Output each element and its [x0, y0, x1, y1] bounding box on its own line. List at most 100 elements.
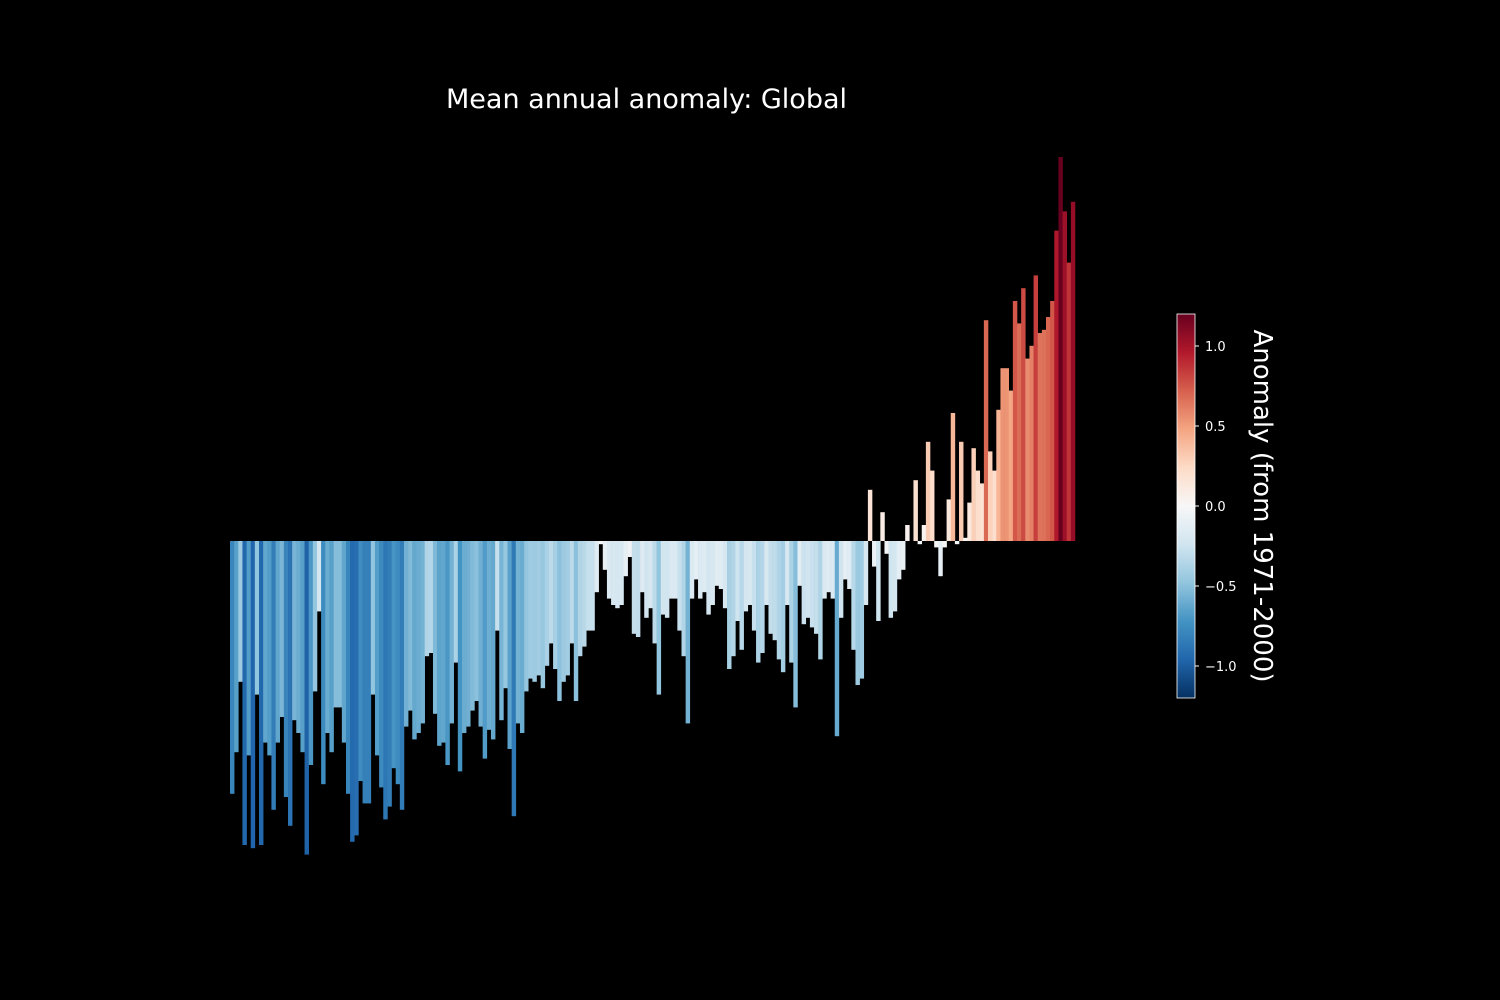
anomaly-bar	[888, 541, 894, 618]
anomaly-bar	[876, 541, 881, 621]
anomaly-bar	[499, 541, 504, 721]
anomaly-bar	[470, 541, 475, 711]
anomaly-bar	[569, 541, 575, 644]
anomaly-bar	[838, 541, 844, 618]
anomaly-bar	[337, 541, 343, 708]
anomaly-bar	[540, 541, 546, 689]
anomaly-bar	[515, 541, 521, 724]
anomaly-bar	[325, 541, 330, 733]
anomaly-bar	[747, 541, 753, 605]
anomaly-bar	[350, 541, 355, 842]
colorbar-tick-label: 0.5	[1205, 420, 1226, 435]
anomaly-bar	[913, 480, 918, 541]
anomaly-bar	[379, 541, 384, 788]
anomaly-bar	[656, 541, 662, 695]
anomaly-bar	[884, 541, 889, 554]
anomaly-bar	[358, 541, 363, 781]
anomaly-bar	[660, 541, 666, 615]
anomaly-bar	[1000, 368, 1005, 541]
anomaly-bar	[345, 541, 351, 794]
anomaly-bar	[896, 541, 902, 580]
anomaly-bar	[739, 541, 744, 650]
anomaly-bar	[764, 541, 769, 605]
anomaly-bar	[954, 541, 960, 545]
anomaly-bar	[1025, 358, 1030, 541]
anomaly-bar	[934, 541, 939, 548]
anomaly-bar	[259, 541, 264, 845]
anomaly-bar	[623, 541, 628, 577]
anomaly-bar	[387, 541, 392, 807]
anomaly-bar	[296, 541, 301, 733]
anomaly-bar	[731, 541, 736, 657]
anomaly-bar	[321, 541, 326, 785]
anomaly-bar	[1037, 333, 1043, 541]
anomaly-bar	[561, 541, 566, 682]
anomaly-bar	[577, 541, 583, 657]
anomaly-bar	[652, 541, 657, 644]
anomaly-bar	[693, 541, 699, 580]
anomaly-bar	[698, 541, 703, 599]
anomaly-bar	[408, 541, 413, 711]
anomaly-bar	[524, 541, 529, 692]
anomaly-bar	[437, 541, 442, 746]
anomaly-bar	[685, 541, 691, 724]
anomaly-bar	[925, 441, 931, 541]
anomaly-bar	[263, 541, 268, 743]
colorbar-label: Anomaly (from 1971-2000)	[1247, 329, 1277, 683]
anomaly-bar	[329, 541, 334, 753]
anomaly-bar	[1058, 157, 1063, 541]
anomaly-bar	[511, 541, 517, 817]
anomaly-bar	[1012, 301, 1018, 541]
chart-title: Mean annual anomaly: Global	[446, 84, 848, 115]
anomaly-bar	[627, 541, 633, 557]
anomaly-bar	[602, 541, 608, 570]
anomaly-bar	[370, 541, 376, 695]
anomaly-bar	[553, 541, 558, 669]
anomaly-bar	[1029, 345, 1034, 541]
anomaly-bar	[855, 541, 860, 685]
anomaly-bar	[1041, 329, 1047, 541]
anomaly-bar	[478, 541, 483, 727]
anomaly-bar	[383, 541, 388, 820]
anomaly-bar	[843, 541, 848, 580]
anomaly-bar	[582, 541, 587, 647]
anomaly-bar	[905, 525, 910, 541]
anomaly-bar	[412, 541, 417, 740]
colorbar-ticks: 1.0 0.5 0.0 −0.5 −1.0	[1195, 340, 1237, 675]
anomaly-bar	[809, 541, 815, 628]
anomaly-bar	[287, 541, 293, 826]
anomaly-bar	[996, 409, 1001, 541]
anomaly-bar	[1050, 301, 1055, 541]
anomaly-bar	[399, 541, 405, 810]
anomaly-bar	[611, 541, 616, 605]
anomaly-bar	[1033, 275, 1039, 541]
anomaly-bar	[975, 470, 981, 541]
anomaly-bar	[557, 541, 562, 701]
anomaly-bar	[1021, 288, 1026, 541]
anomaly-bar	[805, 541, 811, 618]
anomaly-bar	[751, 541, 757, 631]
anomaly-bar	[242, 541, 247, 845]
anomaly-bar	[702, 541, 707, 593]
anomaly-bar	[304, 541, 309, 855]
anomaly-bar	[822, 541, 827, 599]
anomaly-bar	[1070, 201, 1076, 542]
anomaly-bar	[428, 541, 434, 653]
anomaly-bar	[586, 541, 591, 631]
anomaly-bar	[859, 541, 865, 679]
anomaly-bar	[366, 541, 372, 804]
anomaly-bar	[673, 541, 678, 599]
colorbar: 1.0 0.5 0.0 −0.5 −1.0	[1176, 313, 1237, 699]
anomaly-bar	[1054, 230, 1059, 541]
anomaly-bar	[901, 541, 906, 570]
anomaly-bar	[362, 541, 367, 804]
anomaly-bar	[780, 541, 786, 673]
anomaly-bar	[681, 541, 686, 657]
anomaly-bar	[474, 541, 479, 701]
anomaly-bar	[772, 541, 778, 641]
anomaly-bar	[967, 502, 972, 541]
anomaly-bar	[669, 541, 674, 599]
anomaly-bar	[234, 541, 239, 753]
anomaly-bar	[768, 541, 773, 634]
